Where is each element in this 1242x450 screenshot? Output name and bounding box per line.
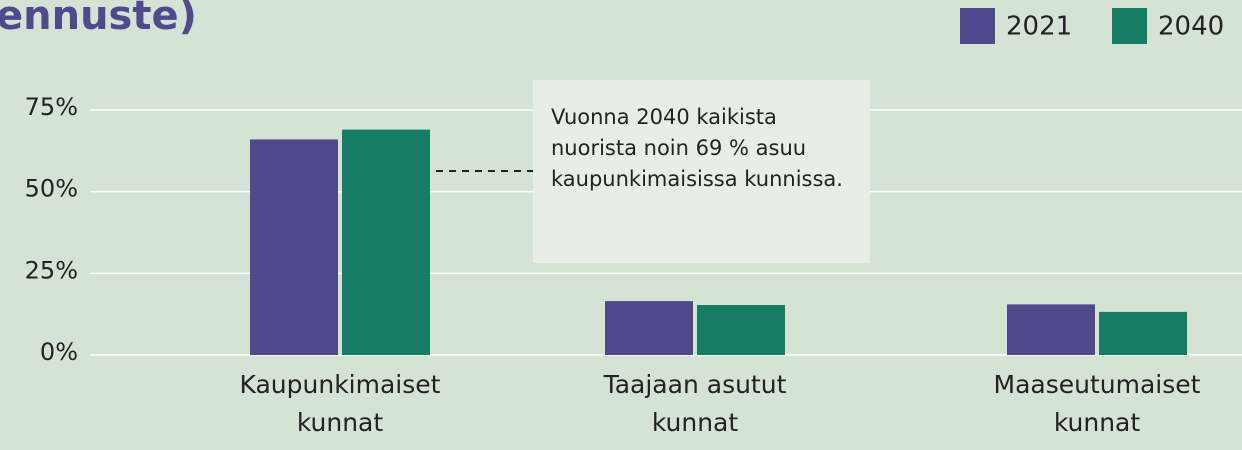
bar: [1007, 304, 1095, 355]
y-tick-label: 75%: [25, 93, 78, 121]
annotation: Vuonna 2040 kaikista nuorista noin 69 % …: [533, 80, 870, 263]
legend-swatch: [960, 8, 995, 44]
bar: [697, 305, 785, 355]
x-tick-label: Taajaan asutut kunnat: [603, 370, 787, 437]
x-tick-label: Kaupunkimaiset kunnat: [239, 370, 441, 437]
legend-label: 2021: [1006, 12, 1072, 42]
bar: [250, 139, 338, 355]
bar: [1099, 311, 1187, 355]
x-tick-label: Maaseutumaiset kunnat: [993, 370, 1201, 437]
y-tick-label: 25%: [25, 256, 78, 284]
legend-label: 2040: [1158, 12, 1224, 42]
y-tick-label: 50%: [25, 175, 78, 203]
chart-title: ennuste): [0, 0, 197, 39]
y-tick-label: 0%: [40, 338, 78, 366]
legend-swatch: [1112, 8, 1147, 44]
bar: [342, 129, 430, 355]
bar: [605, 301, 693, 355]
